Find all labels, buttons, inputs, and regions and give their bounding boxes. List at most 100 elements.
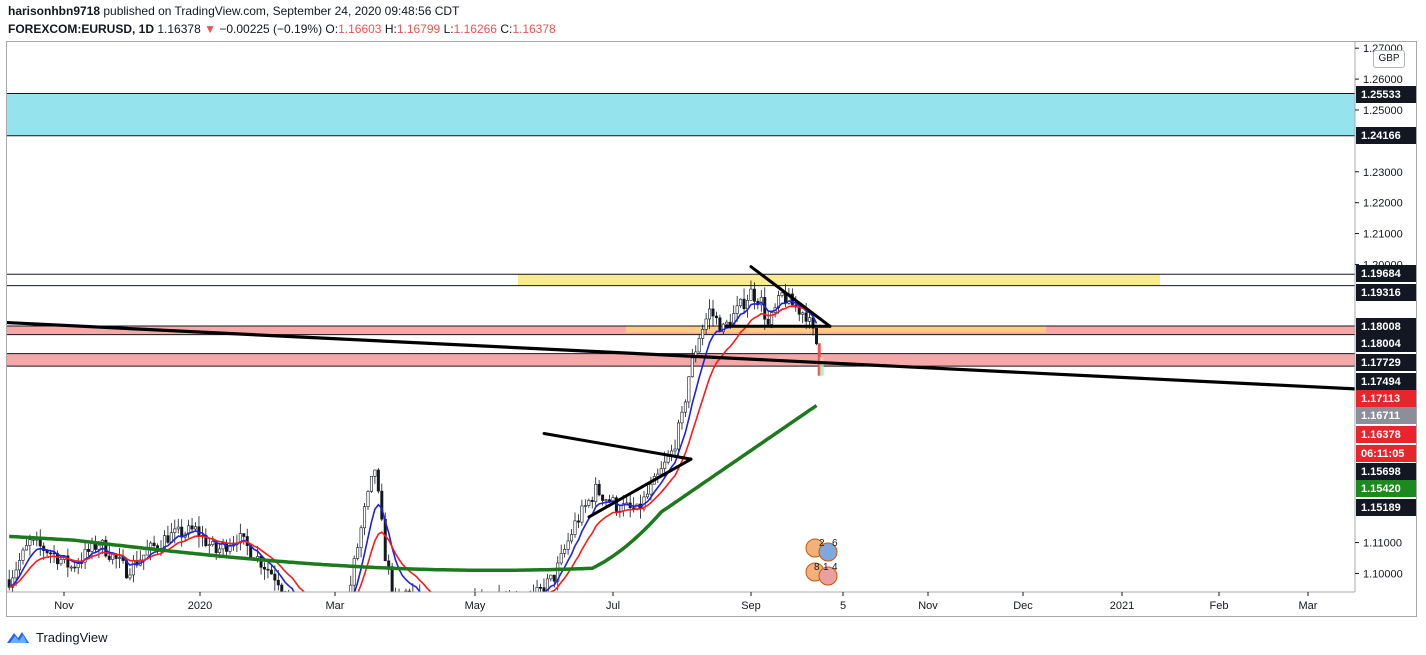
candle — [73, 566, 77, 569]
price-tick-label: 1.25000 — [1363, 105, 1403, 117]
publish-line: harisonhbn9718 published on TradingView.… — [8, 4, 459, 18]
candle — [714, 315, 718, 319]
candle — [450, 612, 452, 622]
candle — [398, 596, 400, 597]
price-label: 1.17113 — [1361, 393, 1400, 405]
candle — [604, 499, 608, 501]
candle — [111, 554, 115, 560]
candle — [460, 613, 462, 618]
candle — [481, 596, 483, 597]
price-label-box — [1356, 407, 1416, 424]
candle — [176, 526, 180, 530]
price-label-box — [1356, 426, 1416, 443]
candle — [814, 327, 818, 345]
candle — [352, 558, 356, 586]
cyan-zone — [7, 93, 1355, 136]
author-name: harisonhbn9718 — [8, 4, 101, 18]
candle — [576, 520, 580, 523]
candle — [498, 594, 500, 605]
candle — [735, 305, 739, 314]
candle — [701, 329, 705, 339]
candle — [238, 533, 242, 544]
price-label: 1.19684 — [1361, 268, 1402, 280]
price-label: 1.25533 — [1361, 89, 1401, 101]
green-moving-average — [9, 404, 818, 573]
candle — [457, 613, 459, 614]
publish-info: published on TradingView.com, September … — [100, 4, 460, 18]
candle — [704, 318, 708, 330]
candle — [749, 288, 753, 301]
candle — [508, 601, 510, 608]
candle — [28, 539, 32, 546]
candle — [711, 308, 715, 317]
price-label: 06:11:05 — [1361, 448, 1404, 460]
candle — [145, 549, 149, 556]
candle — [488, 597, 490, 602]
candle — [429, 614, 431, 615]
price-label: 1.17729 — [1361, 357, 1401, 369]
yellow-zone — [518, 274, 1160, 286]
event-badge-count: 6 — [832, 538, 838, 549]
candle — [211, 541, 215, 545]
candle — [770, 312, 774, 325]
candle — [225, 542, 229, 552]
candle — [301, 610, 303, 618]
candle — [266, 568, 270, 571]
candle — [107, 555, 111, 560]
candle — [343, 614, 345, 616]
time-tick-label: Sep — [741, 600, 761, 612]
open-label: O: — [325, 22, 339, 36]
candle — [373, 469, 377, 477]
candle — [76, 563, 80, 568]
candle — [269, 569, 273, 575]
candle — [166, 535, 170, 543]
red-moving-average — [8, 305, 818, 592]
candle — [380, 490, 384, 520]
candle — [83, 549, 87, 563]
candle — [666, 456, 670, 463]
candle — [501, 605, 503, 606]
candle — [322, 613, 324, 616]
candle — [742, 298, 746, 309]
red-zone-lower — [7, 353, 1355, 367]
candle — [759, 297, 763, 306]
candle — [697, 338, 701, 353]
candle — [24, 545, 28, 551]
candle — [570, 534, 574, 542]
time-tick-label: Dec — [1013, 600, 1033, 612]
candle — [291, 596, 293, 597]
candle — [580, 505, 584, 523]
candle — [436, 613, 438, 615]
candle — [59, 559, 63, 565]
high-value: 1.16799 — [396, 22, 441, 36]
descending-trendline — [749, 265, 832, 328]
close-label: C: — [500, 22, 513, 36]
candle — [453, 614, 455, 622]
candle — [587, 499, 591, 506]
open-value: 1.16603 — [338, 22, 382, 36]
last-price: 1.16378 — [157, 22, 201, 36]
candle — [336, 612, 338, 622]
event-badge-icon — [818, 542, 838, 562]
price-label-box — [1356, 86, 1416, 103]
candle — [563, 549, 567, 554]
candle — [319, 616, 321, 618]
candle — [152, 542, 156, 546]
candle — [356, 547, 360, 559]
price-label-box — [1356, 284, 1416, 301]
candle — [49, 552, 53, 555]
candle — [559, 553, 563, 564]
candle — [601, 494, 605, 501]
candle — [573, 520, 577, 535]
candle — [676, 422, 680, 450]
footer-logo[interactable]: TradingView — [6, 627, 108, 647]
currency-button[interactable]: GBP — [1373, 50, 1405, 68]
candle — [298, 613, 300, 618]
price-label: 1.18004 — [1361, 338, 1402, 350]
time-tick-label: Nov — [918, 600, 938, 612]
candle — [18, 560, 22, 571]
candle — [808, 317, 812, 322]
price-label: 1.15420 — [1361, 483, 1401, 495]
tradingview-logo-icon — [7, 632, 29, 643]
